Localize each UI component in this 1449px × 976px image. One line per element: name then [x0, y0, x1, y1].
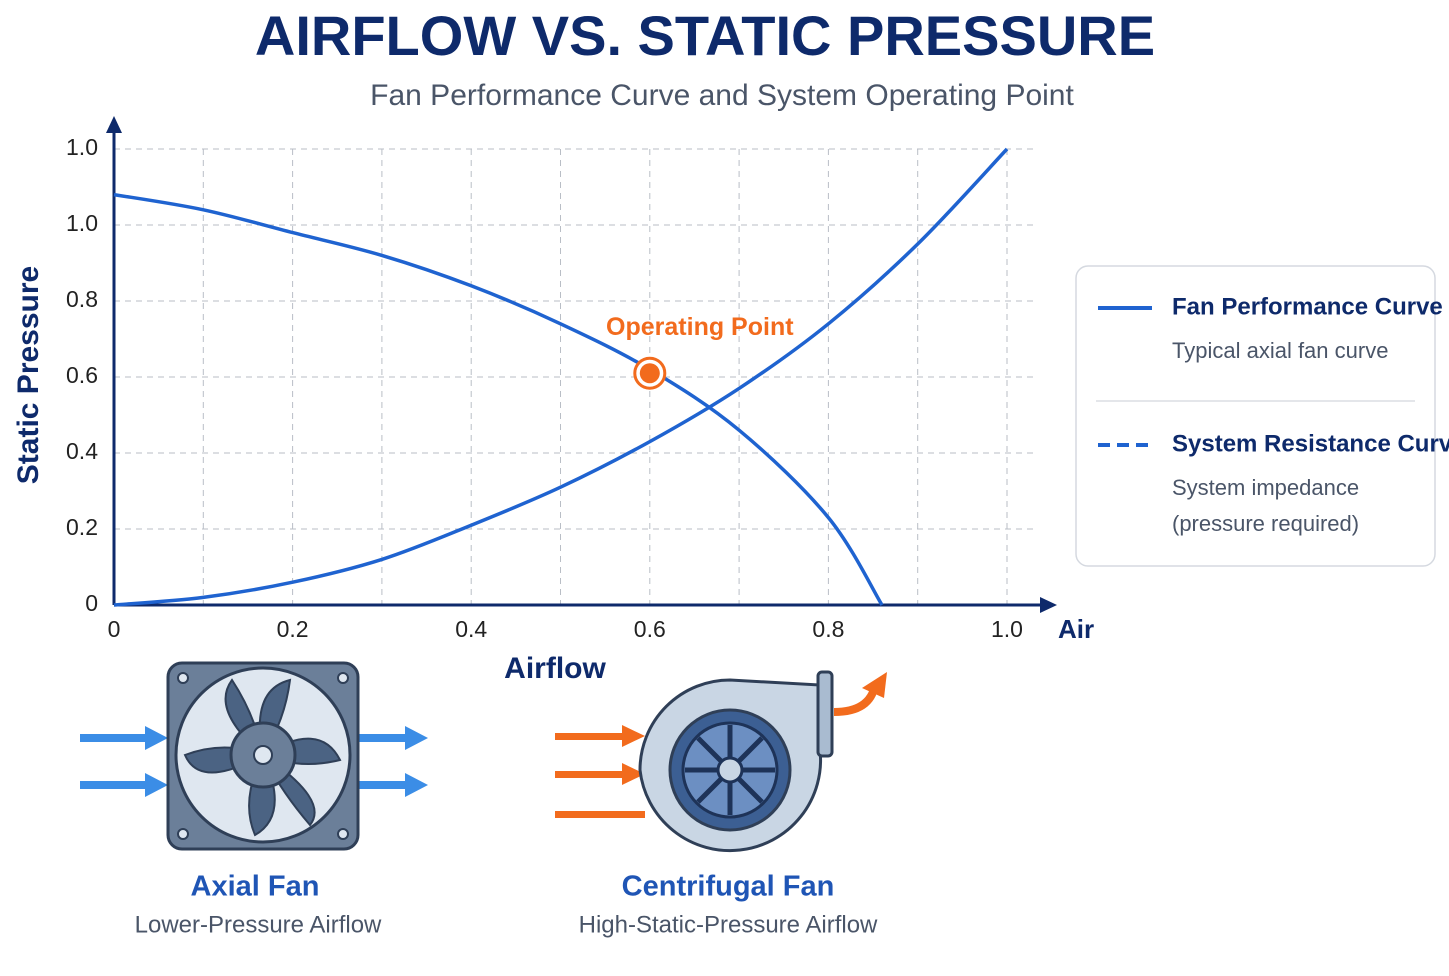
operating-point: [639, 363, 660, 384]
legend-label: Fan Performance Curve: [1172, 293, 1443, 320]
legend-description: System impedance: [1172, 475, 1359, 500]
axes: [106, 116, 1057, 613]
x-tick-label: 0.2: [277, 616, 309, 642]
x-axis-arrow: [1040, 597, 1057, 613]
illustration-title: Axial Fan: [191, 871, 320, 903]
legend-description: (pressure required): [1172, 511, 1359, 536]
annotation: Operating Point: [606, 313, 794, 341]
chart-subtitle: Fan Performance Curve and System Operati…: [370, 79, 1074, 112]
line-series: [113, 147, 1009, 607]
y-tick-label: 0.8: [66, 286, 98, 312]
grid: [114, 148, 1035, 605]
y-tick-label: 0.6: [66, 362, 98, 388]
x-tick-label: 0: [108, 616, 121, 642]
x-tick-label: 0.4: [455, 616, 487, 642]
y-tick-label: 0.4: [66, 438, 98, 464]
axial-fan-icon: [80, 661, 428, 851]
legend-label: System Resistance Curve: [1172, 430, 1449, 457]
y-axis-arrow: [106, 116, 122, 133]
centrifugal-fan-icon: [555, 670, 887, 853]
illustration-title: Centrifugal Fan: [622, 871, 835, 903]
legend-box: [1075, 265, 1436, 567]
plot: Operating Point: [113, 147, 1009, 607]
x-tick-label: 0.6: [634, 616, 666, 642]
illustration-subtitle: Lower-Pressure Airflow: [135, 911, 382, 938]
legend-description: Typical axial fan curve: [1172, 338, 1388, 363]
x-tick-label: 1.0: [991, 616, 1023, 642]
x-axis-end-label: Air: [1058, 614, 1094, 644]
x-axis-label: Airflow: [504, 652, 606, 685]
line-series: [113, 192, 884, 606]
illustration-subtitle: High-Static-Pressure Airflow: [579, 911, 878, 938]
y-tick-label: 1.0: [66, 134, 98, 160]
x-tick-label: 0.8: [812, 616, 844, 642]
y-tick-label: 1.0: [66, 210, 98, 236]
chart-title: AIRFLOW VS. STATIC PRESSURE: [255, 4, 1155, 67]
y-tick-label: 0.2: [66, 514, 98, 540]
y-tick-label: 0: [85, 590, 98, 616]
y-axis-label: Static Pressure: [12, 266, 45, 484]
legend: Fan Performance Curve Typical axial fan c…: [1098, 293, 1449, 536]
